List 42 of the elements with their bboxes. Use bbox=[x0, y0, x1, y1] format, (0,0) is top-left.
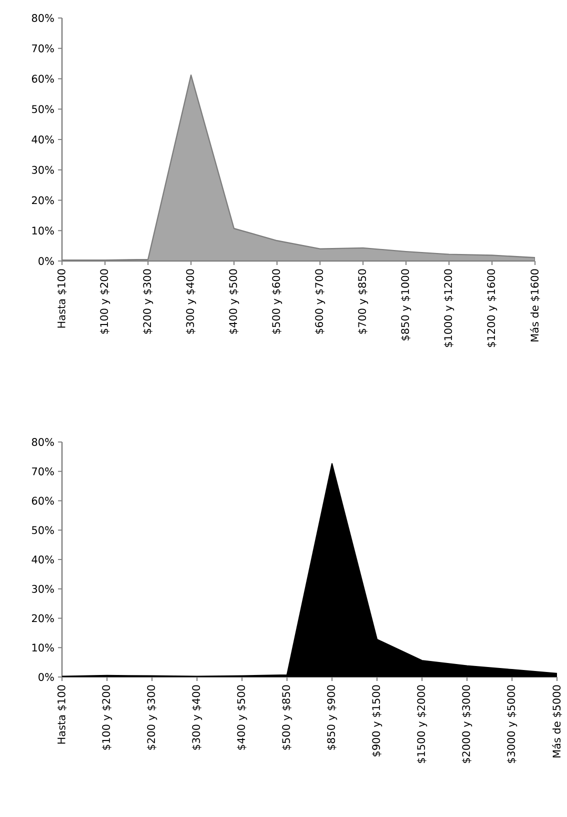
y-tick-label: 70% bbox=[32, 44, 54, 52]
x-tick-label: $700 y $850 bbox=[358, 269, 368, 334]
y-tick-label: 10% bbox=[32, 644, 54, 652]
x-tick-label: $600 y $700 bbox=[314, 269, 326, 334]
x-tick-label: $500 y $850 bbox=[282, 685, 292, 750]
x-tick-label: $3000 y $5000 bbox=[506, 685, 518, 764]
x-tick-label: $1000 y $1200 bbox=[444, 269, 454, 348]
y-tick-label: 50% bbox=[32, 105, 54, 114]
y-tick-label: 40% bbox=[32, 556, 54, 564]
y-tick-label: 50% bbox=[32, 526, 54, 534]
y-tick-label: 80% bbox=[32, 438, 54, 446]
y-tick-label: 0% bbox=[38, 673, 54, 681]
x-tick-label: $1500 y $2000 bbox=[416, 685, 428, 764]
y-tick-label: 10% bbox=[32, 226, 54, 235]
x-tick-label: $850 y $900 bbox=[326, 685, 338, 750]
x-tick-label: $1200 y $1600 bbox=[486, 269, 498, 348]
x-tick-label: $850 y $1000 bbox=[400, 269, 412, 340]
y-tick-label: 30% bbox=[32, 166, 54, 174]
y-tick-label: 60% bbox=[32, 74, 54, 83]
x-tick-label: $200 y $300 bbox=[146, 685, 158, 750]
x-tick-label: $400 y $500 bbox=[228, 269, 240, 334]
y-tick-label: 0% bbox=[38, 257, 54, 265]
y-tick-label: 30% bbox=[32, 584, 54, 593]
y-tick-label: 20% bbox=[32, 614, 54, 622]
x-tick-label: $300 y $400 bbox=[186, 269, 196, 334]
y-tick-label: 60% bbox=[32, 496, 54, 505]
x-tick-label: Hasta $100 bbox=[57, 269, 67, 328]
x-tick-label: $200 y $300 bbox=[142, 269, 154, 334]
x-tick-label: Hasta $100 bbox=[57, 685, 67, 744]
x-tick-label: $300 y $400 bbox=[192, 685, 202, 750]
x-tick-label: Más de $5000 bbox=[552, 685, 562, 758]
x-tick-label: Más de $1600 bbox=[530, 269, 540, 342]
x-tick-label: $400 y $500 bbox=[236, 685, 248, 750]
y-tick-label: 40% bbox=[32, 136, 54, 144]
x-tick-label: $500 y $600 bbox=[272, 269, 282, 334]
x-tick-label: $900 y $1500 bbox=[372, 685, 382, 756]
y-tick-label: 70% bbox=[32, 467, 54, 476]
x-tick-label: $100 y $200 bbox=[102, 685, 112, 750]
y-tick-label: 80% bbox=[32, 14, 54, 22]
x-tick-label: $100 y $200 bbox=[100, 269, 110, 334]
x-tick-label: $2000 y $3000 bbox=[462, 685, 472, 764]
y-tick-label: 20% bbox=[32, 196, 54, 204]
